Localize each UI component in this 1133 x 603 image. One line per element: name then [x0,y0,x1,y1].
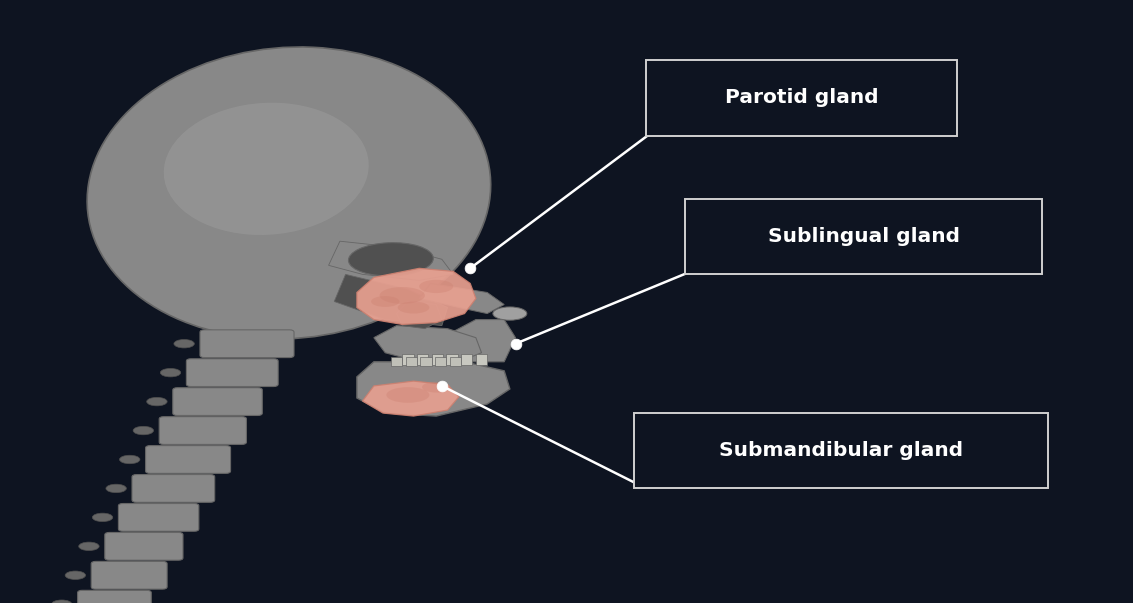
Ellipse shape [349,242,433,276]
Ellipse shape [147,397,168,406]
PathPatch shape [357,362,510,416]
Bar [406,357,417,366]
Text: Parotid gland: Parotid gland [725,89,878,107]
PathPatch shape [329,241,453,280]
Ellipse shape [161,368,181,377]
FancyBboxPatch shape [172,388,262,415]
FancyBboxPatch shape [131,475,215,502]
FancyBboxPatch shape [685,199,1042,274]
Bar [446,354,458,365]
Ellipse shape [79,542,100,551]
PathPatch shape [453,320,516,362]
FancyBboxPatch shape [186,359,278,387]
Text: Sublingual gland: Sublingual gland [768,227,960,246]
FancyBboxPatch shape [77,590,152,603]
Point [461,264,479,273]
Bar [391,357,402,366]
Ellipse shape [174,339,195,348]
Ellipse shape [120,455,140,464]
Ellipse shape [52,600,73,603]
Bar [450,357,461,366]
PathPatch shape [363,381,459,416]
Point [506,339,525,349]
Ellipse shape [164,103,368,235]
PathPatch shape [419,283,504,314]
Bar [476,354,487,365]
FancyBboxPatch shape [91,561,168,589]
Ellipse shape [372,296,400,307]
PathPatch shape [357,268,476,324]
Bar [432,354,443,365]
FancyBboxPatch shape [199,330,293,358]
Ellipse shape [107,484,127,493]
Bar [402,354,414,365]
Ellipse shape [398,302,429,314]
Ellipse shape [66,571,86,579]
Bar [461,354,472,365]
Ellipse shape [87,47,491,339]
Text: Submandibular gland: Submandibular gland [719,441,963,460]
FancyBboxPatch shape [119,504,199,531]
Bar [417,354,428,365]
Ellipse shape [380,287,425,304]
Bar [420,357,432,366]
Point [433,381,451,391]
PathPatch shape [334,274,448,326]
Bar [435,357,446,366]
FancyBboxPatch shape [634,413,1048,488]
Ellipse shape [93,513,113,522]
Ellipse shape [421,382,451,393]
FancyBboxPatch shape [646,60,957,136]
FancyBboxPatch shape [159,417,247,444]
Ellipse shape [386,387,429,403]
Ellipse shape [419,280,453,293]
FancyBboxPatch shape [104,532,184,560]
PathPatch shape [397,302,442,329]
FancyBboxPatch shape [145,446,231,473]
PathPatch shape [374,326,482,362]
Ellipse shape [134,426,154,435]
Ellipse shape [493,307,527,320]
